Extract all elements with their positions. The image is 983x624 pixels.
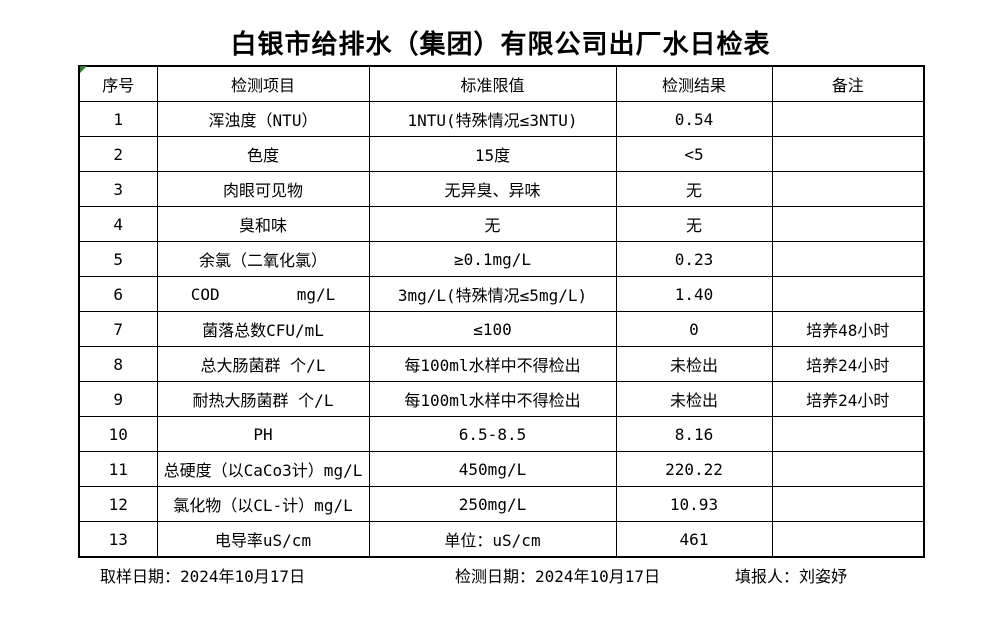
remark-cell: 培养48小时 [771,311,925,347]
no-cell: 10 [78,416,158,452]
limit-cell: ≤100 [368,311,617,347]
no-cell: 8 [78,346,158,382]
limit-cell: 3mg/L(特殊情况≤5mg/L) [368,276,617,312]
no-cell: 4 [78,206,158,242]
item-cell: 臭和味 [156,206,370,242]
remark-cell: 培养24小时 [771,381,925,417]
no-cell: 13 [78,521,158,558]
table-row: 7 菌落总数CFU/mL ≤100 0 培养48小时 [78,311,925,347]
limit-cell: 6.5-8.5 [368,416,617,452]
remark-cell: 培养24小时 [771,346,925,382]
result-cell: 无 [615,171,773,207]
no-cell: 6 [78,276,158,312]
column-header: 检测项目 [156,65,370,102]
result-cell: 未检出 [615,381,773,417]
limit-cell: 1NTU(特殊情况≤3NTU) [368,101,617,137]
result-cell: 10.93 [615,486,773,522]
table-row: 4 臭和味无无 [78,206,925,242]
no-cell: 11 [78,451,158,487]
result-cell: 未检出 [615,346,773,382]
table-row: 6 COD mg/L 3mg/L(特殊情况≤5mg/L) 1.40 [78,276,925,312]
remark-cell [771,101,925,137]
remark-cell [771,241,925,277]
no-cell: 1 [78,101,158,137]
table-row: 1 浑浊度（NTU） 1NTU(特殊情况≤3NTU) 0.54 [78,101,925,137]
water-quality-table: 序号 检测项目 标准限值 检测结果 备注 1 浑浊度（NTU） 1NTU(特殊情况≤3NTU… [78,65,925,558]
result-cell: 无 [615,206,773,242]
result-cell: 461 [615,521,773,558]
limit-cell: 每100ml水样中不得检出 [368,381,617,417]
page-title: 白银市给排水（集团）有限公司出厂水日检表 [230,30,771,60]
limit-cell: 无 [368,206,617,242]
cell-error-indicator-icon [80,66,87,73]
table-body: 1 浑浊度（NTU） 1NTU(特殊情况≤3NTU) 0.54 2 色度 15度 <5 3 肉眼可… [78,101,925,558]
limit-cell: 无异臭、异味 [368,171,617,207]
no-cell: 5 [78,241,158,277]
result-cell: <5 [615,136,773,172]
limit-cell: 15度 [368,136,617,172]
no-cell: 9 [78,381,158,417]
item-cell: COD mg/L [156,276,370,312]
item-cell: 耐热大肠菌群 个/L [156,381,370,417]
item-cell: 氯化物（以CL-计）mg/L [156,486,370,522]
table-row: 11 总硬度（以CaCo3计）mg/L 450mg/L 220.22 [78,451,925,487]
result-cell: 220.22 [615,451,773,487]
item-cell: 浑浊度（NTU） [156,101,370,137]
item-cell: 总大肠菌群 个/L [156,346,370,382]
limit-cell: 450mg/L [368,451,617,487]
column-header: 标准限值 [368,65,617,102]
no-cell: 12 [78,486,158,522]
remark-cell [771,521,925,558]
result-cell: 8.16 [615,416,773,452]
result-cell: 0.23 [615,241,773,277]
limit-cell: 每100ml水样中不得检出 [368,346,617,382]
no-cell: 7 [78,311,158,347]
result-cell: 0 [615,311,773,347]
item-cell: 菌落总数CFU/mL [156,311,370,347]
remark-cell [771,171,925,207]
table-row: 3 肉眼可见物 无异臭、异味无 [78,171,925,207]
table-row: 10 PH 6.5-8.5 8.16 [78,416,925,452]
item-cell: 色度 [156,136,370,172]
table-row: 12 氯化物（以CL-计）mg/L 250mg/L 10.93 [78,486,925,522]
item-cell: 肉眼可见物 [156,171,370,207]
remark-cell [771,451,925,487]
column-header: 检测结果 [615,65,773,102]
table-row: 2 色度 15度 <5 [78,136,925,172]
reporter-label: 填报人：刘姿妤 [735,567,848,586]
no-cell: 3 [78,171,158,207]
no-cell: 2 [78,136,158,172]
item-cell: PH [156,416,370,452]
item-cell: 余氯（二氧化氯） [156,241,370,277]
table-row: 8 总大肠菌群 个/L 每100ml水样中不得检出 未检出 培养24小时 [78,346,925,382]
remark-cell [771,416,925,452]
table-row: 5 余氯（二氧化氯） ≥0.1mg/L 0.23 [78,241,925,277]
table-row: 9 耐热大肠菌群 个/L 每100ml水样中不得检出 未检出 培养24小时 [78,381,925,417]
table-row: 13 电导率uS/cm 单位：uS/cm 461 [78,521,925,558]
remark-cell [771,486,925,522]
result-cell: 0.54 [615,101,773,137]
item-cell: 电导率uS/cm [156,521,370,558]
footer: 取样日期：2024年10月17日 检测日期：2024年10月17日 填报人：刘姿… [0,563,983,589]
remark-cell [771,206,925,242]
column-header: 序号 [78,65,158,102]
item-cell: 总硬度（以CaCo3计）mg/L [156,451,370,487]
limit-cell: 250mg/L [368,486,617,522]
test-date-label: 检测日期：2024年10月17日 [455,567,661,586]
remark-cell [771,136,925,172]
limit-cell: ≥0.1mg/L [368,241,617,277]
column-header: 备注 [771,65,925,102]
result-cell: 1.40 [615,276,773,312]
sampling-date-label: 取样日期：2024年10月17日 [100,567,306,586]
remark-cell [771,276,925,312]
limit-cell: 单位：uS/cm [368,521,617,558]
table-header-row: 序号 检测项目 标准限值 检测结果 备注 [78,65,925,102]
